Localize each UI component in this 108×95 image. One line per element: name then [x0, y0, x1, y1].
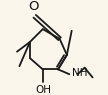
Text: OH: OH — [36, 85, 52, 95]
Text: NH: NH — [72, 68, 87, 78]
Text: O: O — [29, 0, 39, 13]
